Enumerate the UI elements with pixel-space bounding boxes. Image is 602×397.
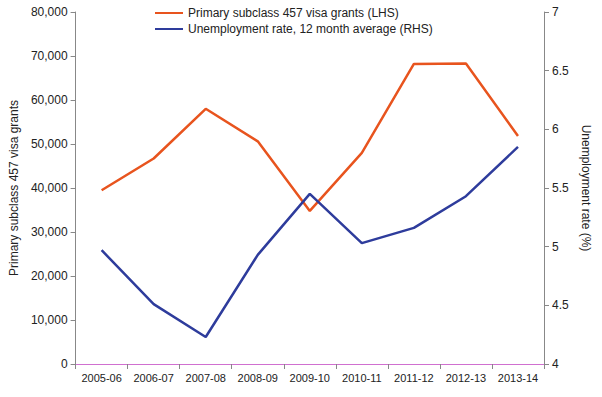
svg-text:2006-07: 2006-07 [133, 372, 173, 384]
svg-text:7: 7 [552, 5, 559, 19]
svg-text:Unemployment rate (%): Unemployment rate (%) [579, 125, 593, 252]
svg-text:6.5: 6.5 [552, 64, 569, 78]
svg-text:Unemployment rate, 12 month av: Unemployment rate, 12 month average (RHS… [188, 22, 433, 36]
svg-text:4.5: 4.5 [552, 298, 569, 312]
svg-text:5.5: 5.5 [552, 181, 569, 195]
svg-text:30,000: 30,000 [31, 225, 68, 239]
svg-text:5: 5 [552, 240, 559, 254]
svg-text:2012-13: 2012-13 [446, 372, 486, 384]
svg-text:2011-12: 2011-12 [394, 372, 434, 384]
svg-text:60,000: 60,000 [31, 93, 68, 107]
svg-text:Primary subclass 457 visa gran: Primary subclass 457 visa grants [7, 100, 21, 276]
svg-text:2010-11: 2010-11 [342, 372, 382, 384]
svg-text:2005-06: 2005-06 [81, 372, 121, 384]
svg-text:2009-10: 2009-10 [290, 372, 330, 384]
svg-text:6: 6 [552, 122, 559, 136]
svg-text:20,000: 20,000 [31, 269, 68, 283]
svg-text:50,000: 50,000 [31, 137, 68, 151]
svg-text:0: 0 [61, 357, 68, 371]
svg-text:70,000: 70,000 [31, 49, 68, 63]
svg-text:80,000: 80,000 [31, 5, 68, 19]
svg-text:2008-09: 2008-09 [238, 372, 278, 384]
svg-text:2007-08: 2007-08 [186, 372, 226, 384]
svg-text:Primary subclass 457 visa gran: Primary subclass 457 visa grants (LHS) [188, 6, 399, 20]
svg-text:40,000: 40,000 [31, 181, 68, 195]
svg-text:4: 4 [552, 357, 559, 371]
svg-text:2013-14: 2013-14 [498, 372, 538, 384]
svg-text:10,000: 10,000 [31, 313, 68, 327]
